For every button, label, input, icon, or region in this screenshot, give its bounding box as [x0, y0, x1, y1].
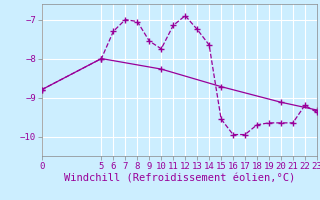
X-axis label: Windchill (Refroidissement éolien,°C): Windchill (Refroidissement éolien,°C) — [64, 173, 295, 183]
